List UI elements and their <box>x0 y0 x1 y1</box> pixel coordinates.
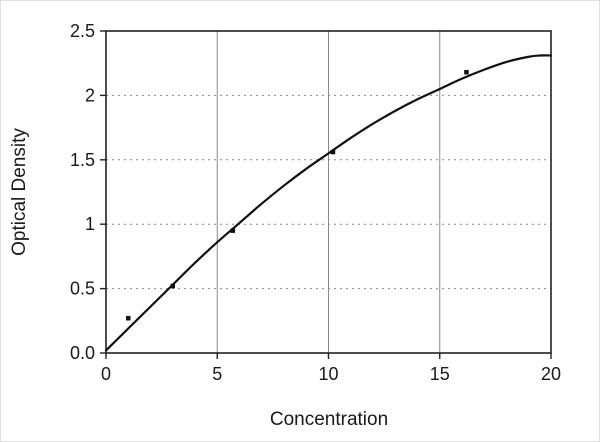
x-tick-label: 15 <box>430 364 450 384</box>
y-tick-label: 1.5 <box>70 150 95 170</box>
y-tick-label: 2.5 <box>70 21 95 41</box>
x-tick-label: 0 <box>101 364 111 384</box>
x-axis-label: Concentration <box>270 409 388 430</box>
y-tick-label: 0.0 <box>70 343 95 363</box>
fitted-curve-path <box>104 54 553 352</box>
x-tick-label: 20 <box>541 364 561 384</box>
x-tick-label: 5 <box>212 364 222 384</box>
y-tick-label: 1 <box>85 214 95 234</box>
data-point-marker <box>126 315 131 321</box>
data-point-marker <box>464 69 469 75</box>
data-point-marker <box>330 149 336 155</box>
data-point-marker <box>230 228 236 233</box>
x-tick-label: 10 <box>318 364 338 384</box>
tick-labels: 0 5 10 15 20 0.0 0.5 1 1.5 2 2.5 <box>70 21 561 384</box>
y-axis-label: Optical Density <box>9 128 30 256</box>
y-tick-label: 0.5 <box>70 279 95 299</box>
y-tick-label: 2 <box>85 85 95 105</box>
data-point-marker <box>170 283 175 289</box>
gridlines <box>106 31 551 353</box>
series-layer <box>104 54 553 352</box>
axes <box>100 30 552 359</box>
